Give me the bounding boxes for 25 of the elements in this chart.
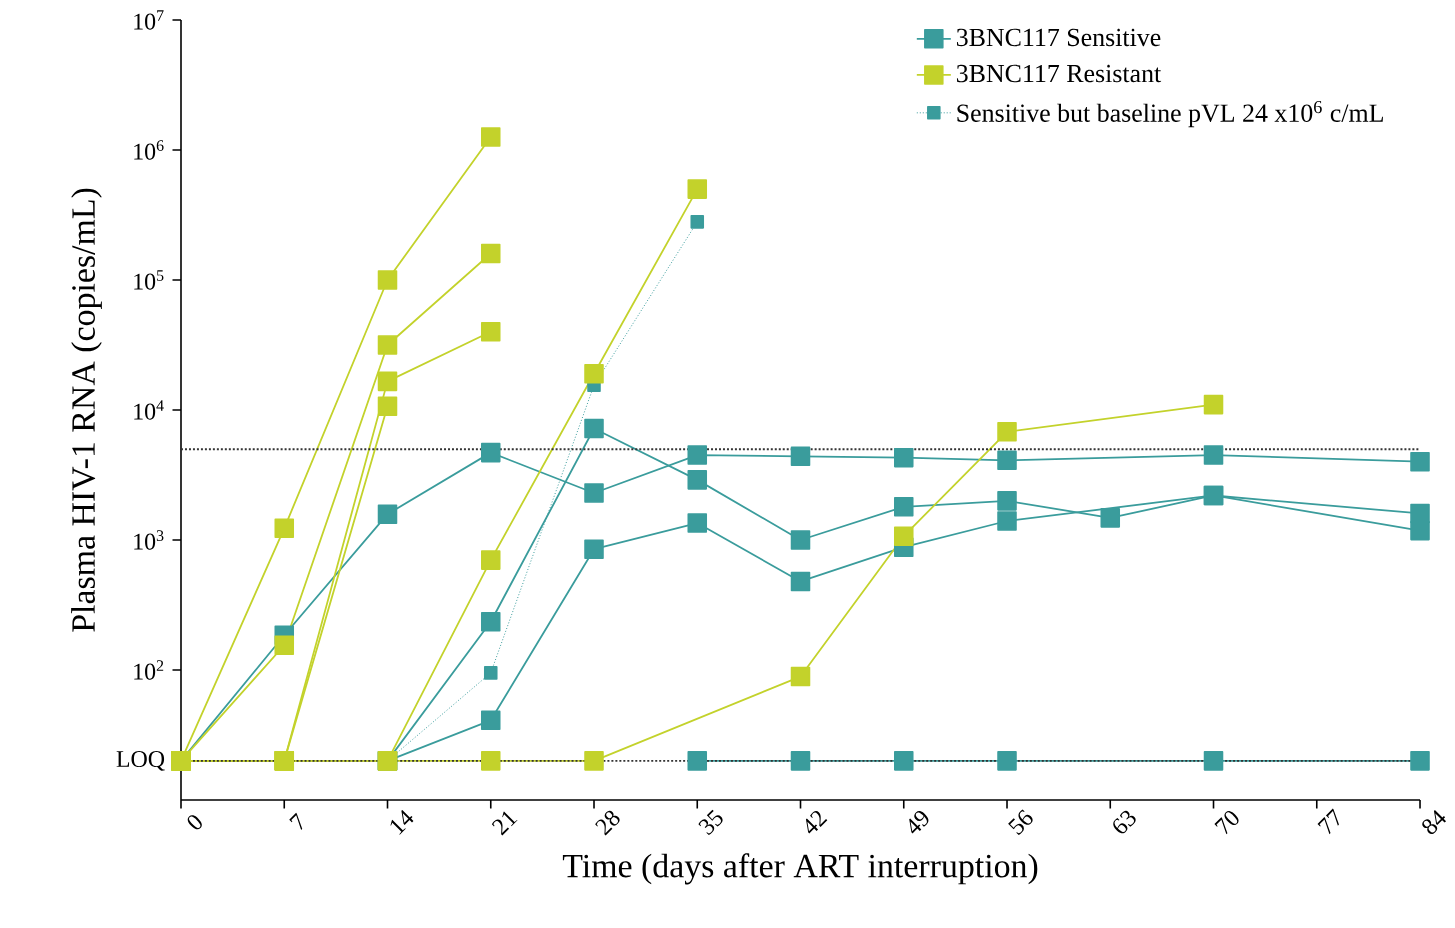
- x-tick-label: 77: [1317, 808, 1339, 835]
- legend-label: 3BNC117 Sensitive: [956, 28, 1161, 47]
- legend-label: Sensitive but baseline pVL 24 x10$^{6}$ c/mL: [957, 100, 1383, 128]
- y-tick-label: 10$^{5}$: [134, 270, 164, 290]
- y-tick-label: 10$^{3}$: [134, 530, 164, 550]
- x-tick-label: 56: [1008, 809, 1033, 835]
- x-tick-label: 63: [1113, 810, 1136, 834]
- y-tick-label: 10$^{4}$: [134, 400, 164, 420]
- x-tick-label: 21: [491, 811, 518, 836]
- x-tick-label: 49: [909, 810, 929, 834]
- x-tick-label: 28: [595, 810, 620, 836]
- x-tick-label: 14: [390, 809, 414, 835]
- x-tick-label: 84: [1422, 810, 1447, 835]
- x-axis-title: Time (days after ART interruption): [562, 853, 1038, 885]
- y-tick-label: LOQ: [116, 751, 165, 771]
- x-tick-label: 7: [289, 812, 303, 830]
- y-axis-title: Plasma HIV-1 RNA (copies/mL): [71, 188, 102, 632]
- y-tick-label: 10$^{7}$: [134, 10, 164, 30]
- x-tick-label: 35: [698, 809, 723, 836]
- legend-label: 3BNC117 Resistant: [956, 64, 1162, 83]
- y-tick-label: 10$^{6}$: [134, 140, 164, 160]
- x-tick-label: 0: [187, 815, 202, 830]
- x-tick-label: 42: [805, 810, 828, 834]
- y-tick-label: 10$^{2}$: [134, 660, 164, 680]
- x-tick-label: 70: [1214, 810, 1239, 835]
